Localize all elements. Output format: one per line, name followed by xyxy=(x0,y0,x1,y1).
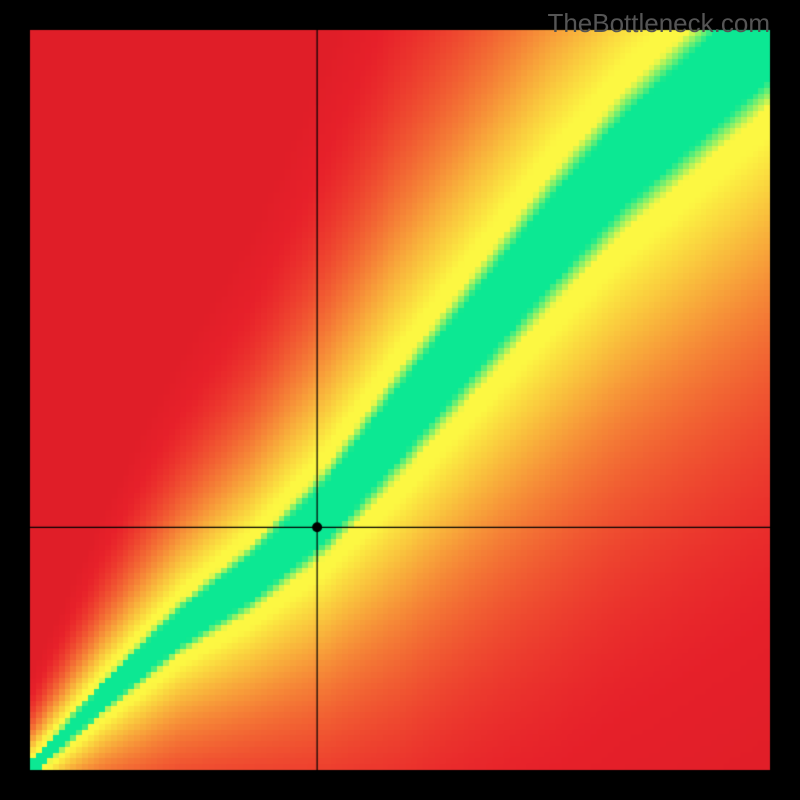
watermark-text: TheBottleneck.com xyxy=(547,8,770,39)
chart-container: TheBottleneck.com xyxy=(0,0,800,800)
bottleneck-heatmap xyxy=(0,0,800,800)
